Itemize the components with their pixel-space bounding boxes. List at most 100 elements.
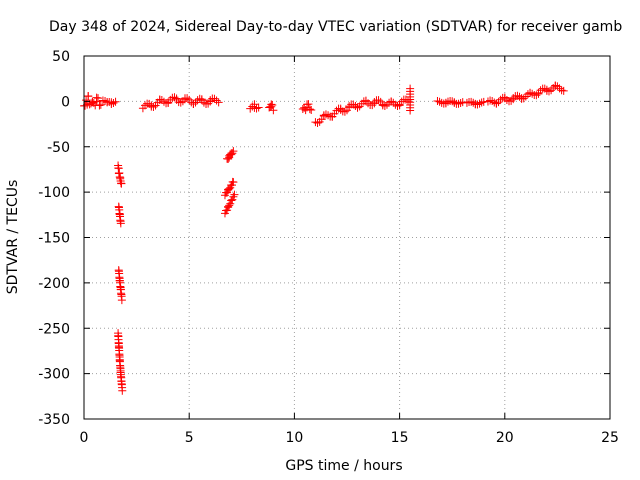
- y-tick-label: -350: [38, 412, 70, 428]
- data-point: [96, 100, 105, 109]
- data-point: [116, 219, 125, 228]
- x-tick-label: 10: [285, 430, 303, 446]
- data-point: [544, 87, 553, 96]
- data-point: [227, 196, 236, 205]
- data-point: [467, 97, 476, 106]
- data-point: [406, 84, 415, 93]
- data-point: [212, 96, 221, 105]
- data-point: [374, 96, 383, 105]
- data-point: [361, 97, 370, 106]
- data-point: [254, 103, 263, 112]
- data-point: [268, 100, 277, 109]
- data-point: [84, 92, 93, 101]
- data-point: [469, 98, 478, 107]
- data-point: [349, 100, 358, 109]
- data-point: [404, 97, 413, 106]
- data-point: [111, 97, 120, 106]
- data-point: [387, 97, 396, 106]
- y-tick-label: 0: [61, 94, 70, 110]
- data-point: [519, 94, 528, 103]
- data-point: [473, 100, 482, 109]
- data-point: [81, 101, 90, 110]
- data-point: [454, 99, 463, 108]
- data-point: [557, 86, 566, 95]
- data-point: [553, 82, 562, 91]
- data-point: [324, 111, 333, 120]
- data-point: [305, 105, 314, 114]
- data-point: [95, 101, 104, 110]
- data-point: [488, 97, 497, 106]
- y-tick-label: -200: [38, 276, 70, 292]
- data-point: [189, 99, 198, 108]
- x-axis-label: GPS time / hours: [285, 458, 402, 474]
- data-point: [435, 97, 444, 106]
- y-tick-label: -100: [38, 185, 70, 201]
- data-point: [441, 98, 450, 107]
- data-point: [536, 86, 545, 95]
- data-point: [118, 386, 127, 395]
- axis-ticks: 0 5 10 15 20 25 50 0 -50 -100 -150 -200 -250 -300 -350: [38, 49, 619, 446]
- data-point: [269, 106, 278, 115]
- data-point: [307, 105, 316, 114]
- data-point: [378, 101, 387, 110]
- data-point: [313, 118, 322, 127]
- x-tick-label: 15: [391, 430, 409, 446]
- data-point: [555, 84, 564, 93]
- chart-title: Day 348 of 2024, Sidereal Day-to-day VTE…: [49, 19, 622, 35]
- data-point: [382, 100, 391, 109]
- y-tick-label: 50: [52, 49, 70, 65]
- data-point: [433, 96, 442, 105]
- data-point: [101, 97, 110, 106]
- data-point: [174, 98, 183, 107]
- data-point: [229, 178, 238, 187]
- data-point: [229, 192, 238, 201]
- data-point: [109, 98, 118, 107]
- data-point: [210, 94, 219, 103]
- x-tick-label: 25: [601, 430, 619, 446]
- data-point: [159, 97, 168, 106]
- data-point: [252, 104, 261, 113]
- data-point: [389, 98, 398, 107]
- data-points: [80, 81, 568, 395]
- data-point: [502, 95, 511, 104]
- data-point: [475, 99, 484, 108]
- data-point: [513, 91, 522, 100]
- data-point: [559, 86, 568, 95]
- y-tick-label: -300: [38, 367, 70, 383]
- data-point: [204, 99, 213, 108]
- data-point: [117, 179, 126, 188]
- x-tick-label: 20: [496, 430, 514, 446]
- data-point: [224, 203, 233, 212]
- data-point: [332, 106, 341, 115]
- data-point: [183, 94, 192, 103]
- data-point: [157, 95, 166, 104]
- data-point: [92, 97, 101, 106]
- x-tick-label: 5: [185, 430, 194, 446]
- data-point: [492, 99, 501, 108]
- data-point: [149, 103, 158, 112]
- data-point: [228, 149, 237, 158]
- data-point: [226, 199, 235, 208]
- data-point: [94, 94, 103, 103]
- data-point: [82, 96, 91, 105]
- data-point: [353, 103, 362, 112]
- data-point: [248, 102, 257, 111]
- data-point: [267, 102, 276, 111]
- data-point: [225, 201, 234, 210]
- data-point: [199, 98, 208, 107]
- data-point: [107, 100, 116, 109]
- data-point: [380, 102, 389, 111]
- y-tick-label: -150: [38, 231, 70, 247]
- y-tick-label: -250: [38, 321, 70, 337]
- grid-lines: [84, 56, 610, 419]
- x-tick-label: 0: [80, 430, 89, 446]
- data-point: [551, 81, 560, 90]
- data-point: [500, 94, 509, 103]
- y-axis-label: SDTVAR / TECUs: [5, 180, 21, 295]
- data-point: [214, 98, 223, 107]
- data-point: [340, 107, 349, 116]
- data-point: [176, 98, 185, 107]
- data-point: [448, 97, 457, 106]
- data-point: [486, 96, 495, 105]
